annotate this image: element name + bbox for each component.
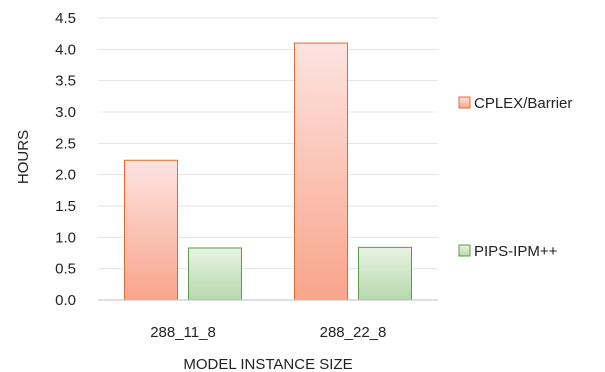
y-tick-label: 2.0 bbox=[55, 167, 76, 184]
legend-label-cplex: CPLEX/Barrier bbox=[474, 95, 572, 112]
x-tick-label: 288_22_8 bbox=[320, 324, 387, 341]
y-tick-label: 1.5 bbox=[55, 198, 76, 215]
legend: CPLEX/Barrier PIPS-IPM++ bbox=[458, 95, 572, 260]
y-tick-label: 0.0 bbox=[55, 292, 76, 309]
x-axis-ticks: 288_11_8 288_22_8 bbox=[150, 324, 386, 341]
y-tick-label: 4.0 bbox=[55, 41, 76, 58]
y-tick-label: 3.5 bbox=[55, 73, 76, 90]
y-tick-label: 1.0 bbox=[55, 229, 76, 246]
bar-pips-1 bbox=[358, 246, 412, 301]
bar-cplex-0 bbox=[124, 159, 178, 301]
bar-pips-0 bbox=[188, 247, 242, 301]
x-axis-title: MODEL INSTANCE SIZE bbox=[183, 356, 352, 372]
y-axis-ticks: 0.0 0.5 1.0 1.5 2.0 2.5 3.0 3.5 4.0 4.5 bbox=[55, 10, 76, 309]
bar-cplex-1 bbox=[294, 42, 348, 301]
y-tick-label: 3.0 bbox=[55, 104, 76, 121]
y-axis-title: HOURS bbox=[15, 130, 32, 184]
x-tick-label: 288_11_8 bbox=[150, 324, 216, 341]
y-tick-label: 2.5 bbox=[55, 135, 76, 152]
legend-label-pips: PIPS-IPM++ bbox=[474, 243, 558, 260]
legend-swatch-pips bbox=[458, 244, 471, 257]
y-tick-label: 4.5 bbox=[55, 10, 76, 27]
legend-swatch-cplex bbox=[458, 96, 471, 109]
y-tick-label: 0.5 bbox=[55, 261, 76, 278]
bars bbox=[124, 42, 412, 301]
